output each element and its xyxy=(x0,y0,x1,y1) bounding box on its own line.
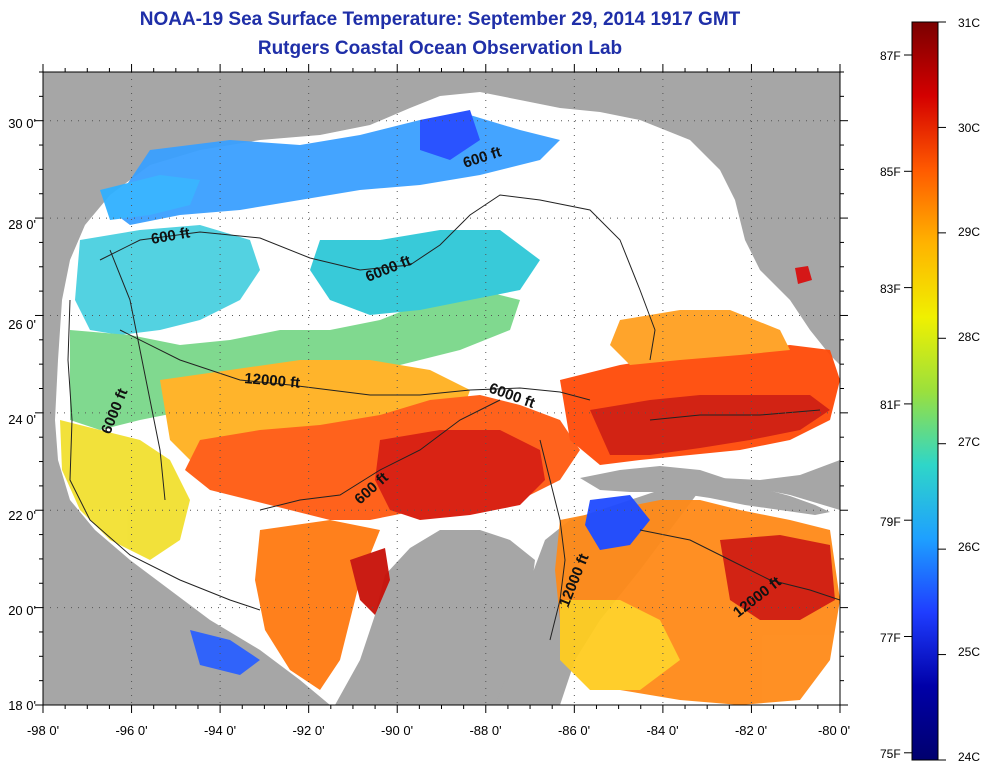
lat-label: 24 0' xyxy=(8,412,36,427)
colorbar-fahrenheit-label: 87F xyxy=(880,49,901,63)
colorbar-fahrenheit-label: 81F xyxy=(880,398,901,412)
yucatan-land xyxy=(335,530,535,705)
contour-label: 12000 ft xyxy=(244,370,301,392)
contour-label: 600 ft xyxy=(150,224,192,248)
colorbar-celsius-label: 26C xyxy=(958,540,980,554)
lon-label: -80 0' xyxy=(818,723,850,738)
map-subtitle: Rutgers Coastal Ocean Observation Lab xyxy=(257,38,623,59)
lat-label: 20 0' xyxy=(8,603,36,618)
colorbar-celsius-label: 28C xyxy=(958,330,980,344)
axis-ticks xyxy=(35,64,848,713)
colorbar-fahrenheit-label: 83F xyxy=(880,282,901,296)
colorbar-celsius-label: 30C xyxy=(958,121,980,135)
colorbar xyxy=(911,21,939,761)
graticule xyxy=(43,72,840,705)
lon-label: -86 0' xyxy=(558,723,590,738)
lat-label: 18 0' xyxy=(8,698,36,713)
colorbar-fahrenheit-label: 75F xyxy=(880,747,901,761)
lon-label: -82 0' xyxy=(735,723,767,738)
lon-label: -98 0' xyxy=(27,723,59,738)
colorbar-celsius-label: 29C xyxy=(958,225,980,239)
lat-label: 30 0' xyxy=(8,116,36,131)
colorbar-fahrenheit-label: 79F xyxy=(880,515,901,529)
lat-label: 26 0' xyxy=(8,317,36,332)
cuba-land xyxy=(580,466,830,515)
colorbar-fahrenheit-label: 85F xyxy=(880,165,901,179)
colorbar-celsius-label: 25C xyxy=(958,645,980,659)
colorbar-ticks xyxy=(904,21,946,761)
lat-label: 28 0' xyxy=(8,217,36,232)
colorbar-celsius-label: 27C xyxy=(958,435,980,449)
colorbar-fahrenheit-label: 77F xyxy=(880,631,901,645)
lon-label: -90 0' xyxy=(381,723,413,738)
lat-label: 22 0' xyxy=(8,508,36,523)
colorbar-celsius-label: 24C xyxy=(958,750,980,764)
lon-label: -84 0' xyxy=(646,723,678,738)
colorbar-celsius-label: 31C xyxy=(958,16,980,30)
lon-label: -94 0' xyxy=(204,723,236,738)
lon-label: -92 0' xyxy=(292,723,324,738)
lon-label: -88 0' xyxy=(469,723,501,738)
sst-field xyxy=(60,110,840,705)
map-title: NOAA-19 Sea Surface Temperature: Septemb… xyxy=(139,9,741,30)
lon-label: -96 0' xyxy=(115,723,147,738)
